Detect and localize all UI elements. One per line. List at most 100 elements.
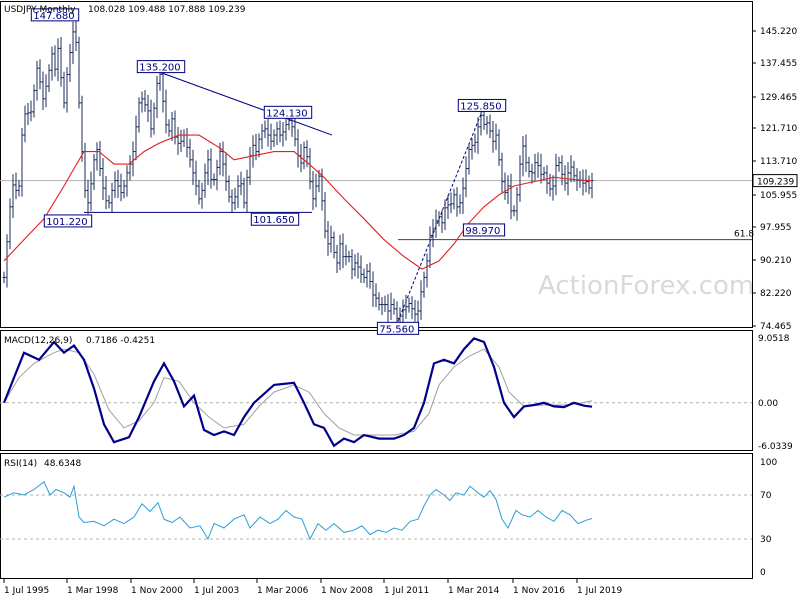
price-bar [569,155,573,183]
x-tick-label: 1 Nov 2016 [513,586,565,596]
svg-text:125.850: 125.850 [460,101,501,112]
price-bar [236,175,240,209]
price-bar [329,225,333,253]
price-bar [53,45,57,77]
price-header-symbol: USDJPY,Monthly [4,5,76,15]
moving-average-line [3,134,593,270]
price-bar [428,226,432,269]
price-bar [263,120,267,139]
price-bar [233,187,237,210]
price-bar [86,179,90,215]
x-tick-label: 1 Jul 2011 [384,586,429,596]
price-bar [350,249,354,280]
price-bar [8,198,12,250]
price-bar [386,294,390,323]
price-bar [515,187,519,221]
price-bar [353,254,357,277]
rsi-line [3,481,593,541]
price-annotation: 75.560 [376,321,420,335]
current-price-label: 109.239 [757,178,794,188]
x-tick-label: 1 Mar 2014 [448,586,500,596]
price-bar [167,119,171,137]
price-bar [404,294,408,319]
price-bar [11,174,15,219]
price-bar [269,123,273,150]
price-bar [347,250,351,263]
price-bar [293,118,297,147]
price-bar [197,179,201,205]
price-bar [44,74,48,108]
price-bar [383,295,387,313]
price-bar [587,175,591,195]
price-bar [425,253,429,288]
macd-header-values: 0.7186 -0.4251 [86,336,155,346]
price-bar [131,141,135,177]
price-bar [344,244,348,266]
price-bar [437,211,441,227]
price-bar [434,209,438,238]
price-bar [464,156,468,198]
price-bar [47,64,51,93]
price-bar [20,127,24,197]
price-bar [557,156,561,172]
price-bar [206,149,210,186]
macd-line [2,337,593,448]
price-bar [194,160,198,196]
price-bar [101,157,105,201]
price-bar [230,189,234,213]
price-bar [191,149,195,186]
price-bar [356,252,360,279]
price-bar [212,173,216,186]
price-bar [17,179,21,197]
x-tick-label: 1 Jul 1995 [4,586,49,596]
price-bar [377,292,381,311]
fib-label: 61.8 [734,230,754,240]
trendline [160,72,333,136]
price-bar [65,67,69,113]
price-bar [80,95,84,162]
trendline [397,111,483,322]
price-bar [392,298,396,315]
price-bar [323,192,327,239]
price-y-tick-label: 113.710 [760,157,797,167]
price-bar [266,119,270,147]
price-y-tick-label: 97.955 [760,223,792,233]
macd-y-tick-label: 9.0518 [758,334,790,344]
price-bar [368,262,372,289]
price-bar [452,188,456,210]
price-bar [521,135,525,177]
price-annotation: 101.650 [250,212,300,226]
macd-header-name: MACD(12,26,9) [4,336,72,346]
price-bar [371,271,375,307]
price-annotation: 125.850 [457,98,507,112]
price-bar [146,94,150,123]
price-bar [338,234,342,271]
price-bar [239,171,243,196]
price-bar [524,134,528,172]
rsi-y-tick-label: 30 [760,535,772,545]
price-bar [68,43,72,82]
macd-pane [0,330,753,451]
price-annotation: 98.970 [462,223,506,237]
price-bar [122,179,126,199]
price-bar [221,141,225,177]
price-bar [314,173,318,208]
price-bar [113,171,117,198]
price-bar [572,160,576,182]
price-annotation: 135.200 [136,60,186,74]
price-bar [23,105,27,143]
rsi-y-tick-label: 100 [760,458,777,468]
price-bar [200,182,204,209]
svg-text:101.650: 101.650 [253,215,294,226]
price-bar [107,195,111,209]
x-tick-label: 1 Mar 2006 [257,586,309,596]
price-bar [542,166,546,181]
price-bar [59,36,63,87]
rsi-header-name: RSI(14) [4,459,37,469]
price-bar [89,171,93,212]
price-bar [32,84,36,118]
price-bar [341,233,345,269]
price-bar [56,38,60,82]
price-bar [509,173,513,220]
price-bar [164,89,168,134]
